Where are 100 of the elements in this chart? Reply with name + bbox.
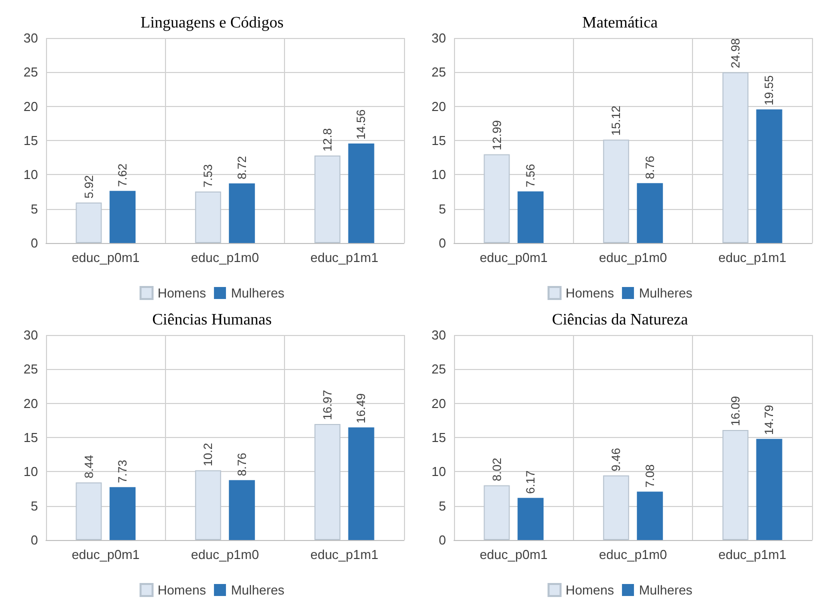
data-label: 5.92 (82, 174, 96, 199)
legend-label: Mulheres (638, 286, 693, 300)
bar (636, 492, 663, 540)
x-tick-label: educ_p1m1 (718, 250, 786, 265)
y-tick-label: 0 (438, 532, 446, 548)
data-label: 24.98 (728, 38, 742, 68)
legend-label: Mulheres (230, 582, 285, 598)
y-tick-label: 20 (24, 396, 38, 411)
y-tick-label: 5 (30, 498, 38, 514)
legend-label: Homens (566, 582, 614, 598)
y-tick-label: 30 (432, 328, 446, 342)
y-tick-label: 5 (438, 498, 446, 514)
data-label: 7.08 (642, 464, 657, 488)
data-label: 7.73 (116, 459, 130, 484)
bar (603, 475, 630, 540)
bar (756, 109, 782, 243)
x-tick-label: educ_p0m1 (480, 250, 548, 265)
legend-label: Homens (158, 582, 206, 598)
data-label: 8.72 (234, 156, 249, 180)
y-tick-label: 0 (438, 236, 446, 250)
y-tick-label: 30 (24, 30, 38, 46)
y-tick-label: 5 (438, 201, 446, 216)
bar (195, 192, 222, 243)
y-tick-label: 5 (30, 201, 38, 216)
bar (348, 427, 374, 540)
y-tick-label: 30 (432, 30, 446, 46)
bar (228, 183, 255, 243)
data-label: 8.44 (82, 454, 96, 478)
bar (228, 480, 255, 540)
y-tick-label: 10 (432, 167, 446, 182)
y-tick-label: 25 (432, 64, 446, 80)
chart-title: Matemática (582, 14, 658, 32)
bar (314, 156, 340, 243)
y-tick-label: 25 (432, 362, 446, 377)
data-label: 8.76 (642, 155, 657, 180)
data-label: 16.49 (354, 392, 368, 424)
bar (110, 487, 136, 540)
bar (484, 485, 510, 540)
legend-label: Mulheres (230, 286, 285, 300)
data-label: 14.79 (762, 404, 776, 435)
bar (195, 470, 222, 540)
data-label: 16.97 (320, 390, 334, 420)
y-tick-label: 15 (24, 133, 38, 148)
data-label: 12.99 (490, 120, 504, 150)
data-label: 10.2 (201, 442, 216, 466)
y-tick-label: 0 (30, 532, 38, 548)
data-label: 14.56 (354, 109, 368, 140)
data-label: 19.55 (762, 75, 776, 106)
bar (76, 482, 102, 540)
data-label: 7.56 (524, 164, 538, 188)
data-label: 7.53 (201, 164, 216, 188)
bar (603, 140, 630, 243)
bar (518, 191, 544, 243)
bar (76, 202, 102, 243)
y-tick-label: 10 (432, 464, 446, 480)
x-tick-label: educ_p1m1 (310, 250, 378, 265)
y-tick-label: 15 (24, 430, 38, 445)
data-label: 12.8 (320, 128, 334, 152)
data-label: 8.02 (490, 458, 504, 482)
legend-label: Homens (158, 286, 206, 300)
y-tick-label: 10 (24, 167, 38, 182)
bar (722, 72, 748, 243)
bar (722, 430, 748, 540)
bar (110, 190, 136, 243)
data-label: 15.12 (609, 105, 624, 136)
y-tick-label: 20 (432, 98, 446, 114)
chart-title: Ciências da Natureza (552, 312, 688, 328)
chart-title: Ciências Humanas (152, 312, 272, 328)
bar (756, 438, 782, 540)
bar (348, 144, 374, 243)
x-tick-label: educ_p1m0 (599, 547, 667, 562)
data-label: 6.17 (524, 470, 538, 494)
legend-label: Homens (566, 286, 614, 300)
y-tick-label: 15 (432, 133, 446, 148)
x-tick-label: educ_p1m0 (191, 547, 259, 562)
y-tick-label: 15 (432, 430, 446, 445)
x-tick-label: educ_p1m1 (718, 547, 786, 562)
data-label: 9.46 (609, 448, 624, 472)
data-label: 7.62 (116, 163, 130, 187)
x-tick-label: educ_p1m1 (310, 547, 378, 562)
x-tick-label: educ_p0m1 (480, 547, 548, 562)
data-label: 8.76 (234, 452, 249, 476)
bar (314, 424, 340, 540)
y-tick-label: 25 (24, 64, 38, 80)
bar (636, 183, 663, 243)
y-tick-label: 0 (30, 236, 38, 250)
bar (518, 498, 544, 540)
data-label: 16.09 (728, 396, 742, 426)
y-tick-label: 30 (24, 328, 38, 342)
chart-title: Linguagens e Códigos (140, 14, 284, 32)
x-tick-label: educ_p0m1 (72, 250, 140, 265)
y-tick-label: 10 (24, 464, 38, 480)
x-tick-label: educ_p0m1 (72, 547, 140, 562)
x-tick-label: educ_p1m0 (191, 250, 259, 265)
y-tick-label: 20 (432, 396, 446, 411)
x-tick-label: educ_p1m0 (599, 250, 667, 265)
legend-label: Mulheres (638, 582, 693, 598)
y-tick-label: 20 (24, 98, 38, 114)
y-tick-label: 25 (24, 362, 38, 377)
bar (484, 154, 510, 243)
